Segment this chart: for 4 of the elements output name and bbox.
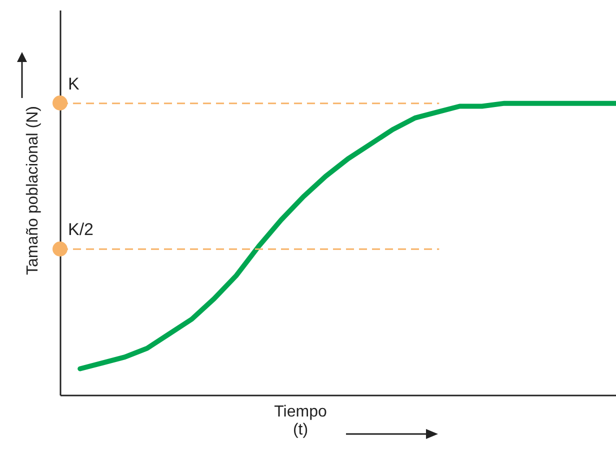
y-axis-title: Tamaño poblacional (N)	[24, 106, 42, 275]
ref-line-label: K	[68, 74, 80, 94]
ref-line-label: K/2	[68, 220, 94, 240]
x-axis-title: Tiempo (t)	[274, 404, 327, 438]
